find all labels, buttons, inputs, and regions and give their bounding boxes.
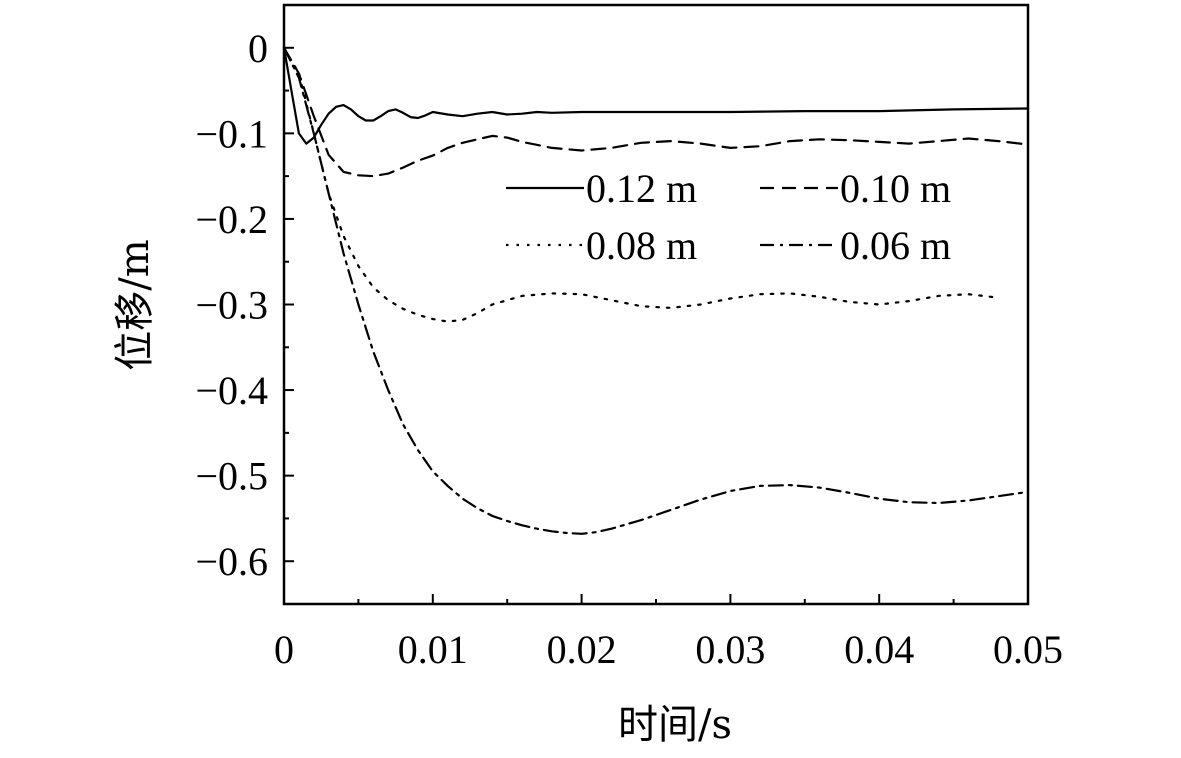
legend: 0.12 m 0.10 m 0.08 m 0.06 m	[506, 166, 951, 268]
y-tick-label: −0.5	[195, 454, 268, 499]
y-tick-label: −0.3	[195, 283, 268, 328]
y-tick-label: −0.2	[195, 197, 268, 242]
x-tick-label: 0.01	[398, 627, 468, 672]
y-tick-label: −0.6	[195, 539, 268, 584]
legend-label-4: 0.06 m	[840, 223, 951, 268]
legend-label-1: 0.12 m	[586, 166, 697, 211]
y-axis-label: 位移/m	[112, 239, 158, 370]
x-tick-label: 0.05	[993, 627, 1063, 672]
y-tick-label: −0.4	[195, 368, 268, 413]
y-axis-ticks: 0 −0.1 −0.2 −0.3 −0.4 −0.5 −0.6	[195, 26, 294, 584]
x-tick-label: 0	[274, 627, 294, 672]
legend-label-2: 0.10 m	[840, 166, 951, 211]
y-tick-label: −0.1	[195, 111, 268, 156]
x-tick-label: 0.02	[547, 627, 617, 672]
series-line-1	[282, 46, 1030, 145]
x-axis-label: 时间/s	[618, 702, 732, 748]
plot-marks	[282, 46, 1030, 535]
legend-label-3: 0.08 m	[586, 223, 697, 268]
y-tick-label: 0	[248, 26, 268, 71]
x-axis-ticks: 0 0.01 0.02 0.03 0.04 0.05	[274, 594, 1063, 672]
x-tick-label: 0.03	[695, 627, 765, 672]
series-line-2	[282, 46, 1030, 178]
series-line-3	[282, 46, 1000, 323]
series-line-4	[282, 46, 1030, 535]
x-tick-label: 0.04	[844, 627, 914, 672]
